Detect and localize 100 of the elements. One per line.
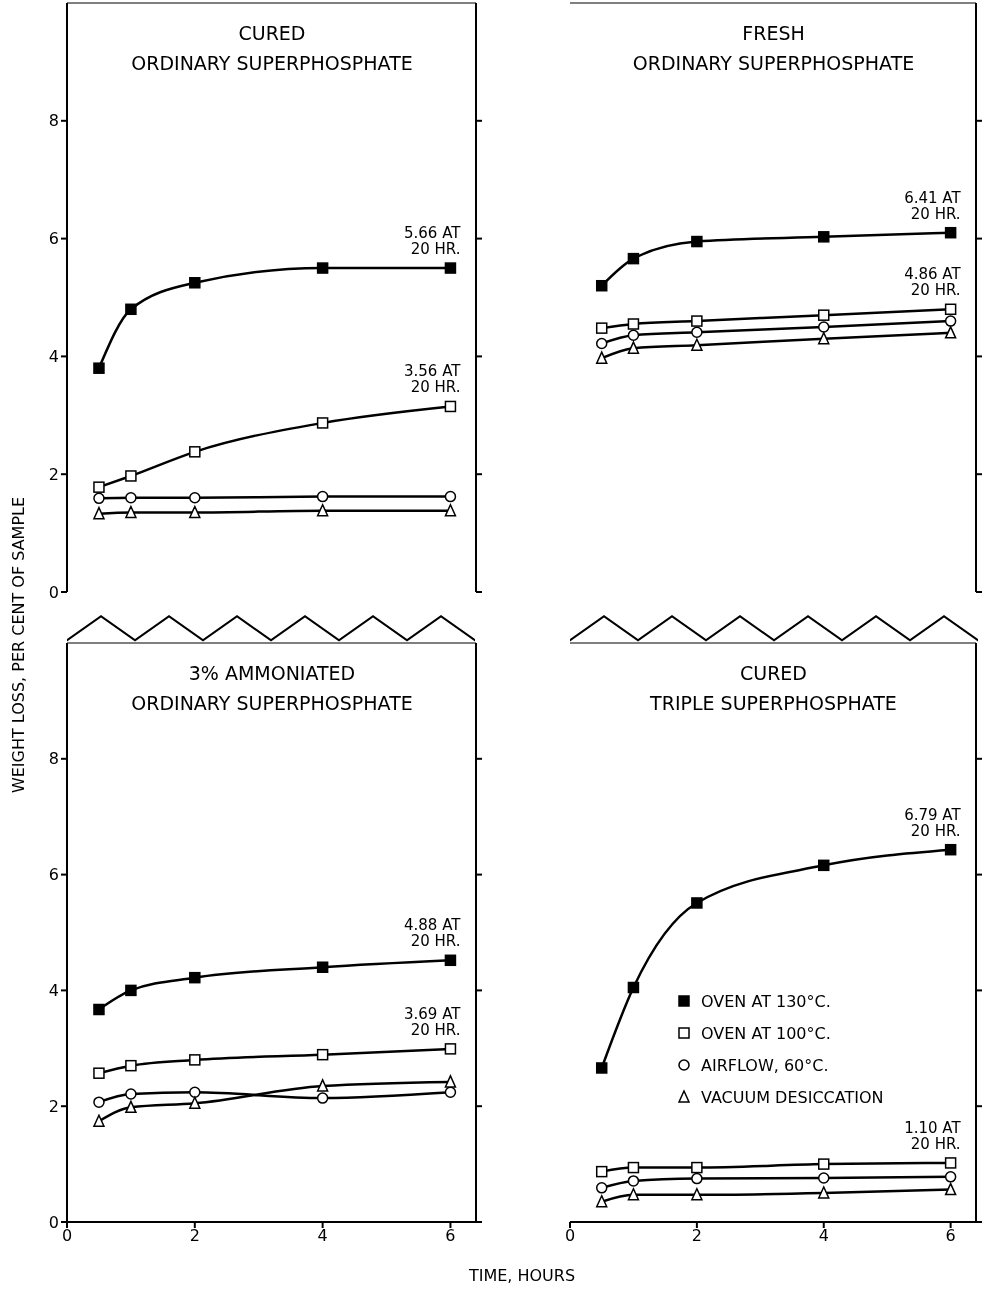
y-tick-label: 2 <box>48 464 59 484</box>
point <box>189 492 201 504</box>
text: FRESH ORDINARY SUPERPHOSPHATE <box>631 21 916 76</box>
point <box>627 329 640 341</box>
point <box>189 1086 201 1099</box>
point <box>125 505 137 519</box>
point <box>316 490 329 503</box>
point <box>189 446 201 458</box>
x-tick-label: 4 <box>317 1226 328 1246</box>
point <box>818 1158 830 1170</box>
point <box>125 303 137 316</box>
point <box>691 897 703 909</box>
x-tick-label: 0 <box>61 1226 73 1246</box>
point <box>595 337 608 350</box>
point <box>125 492 137 504</box>
point <box>189 505 201 519</box>
point <box>627 1161 640 1174</box>
x-axis-title: TIME, HOURS <box>468 1266 576 1285</box>
annotation: 6.79 AT 20 HR. <box>904 805 962 840</box>
point <box>944 1157 957 1169</box>
point <box>944 315 957 327</box>
legend-label: VACUUM DESICCATION <box>701 1087 884 1107</box>
point <box>691 315 703 327</box>
point <box>627 252 640 265</box>
point <box>125 1100 137 1114</box>
point <box>944 1182 957 1196</box>
point <box>444 262 457 274</box>
point <box>595 351 608 364</box>
point <box>818 309 830 321</box>
point <box>595 1194 608 1208</box>
x-tick-label: 6 <box>945 1226 956 1246</box>
point <box>125 1088 137 1100</box>
point <box>691 235 703 248</box>
point <box>691 1172 703 1185</box>
point <box>944 226 957 239</box>
point <box>595 1062 608 1074</box>
point <box>627 1188 640 1201</box>
point <box>944 1171 957 1183</box>
annotation: 1.10 AT 20 HR. <box>904 1118 962 1153</box>
x-tick-label: 6 <box>445 1226 456 1246</box>
point <box>444 400 457 413</box>
point <box>93 1003 105 1016</box>
annotation: 3.56 AT 20 HR. <box>404 362 462 397</box>
point <box>93 1114 105 1127</box>
point <box>944 326 957 339</box>
point <box>627 341 640 354</box>
point <box>125 1059 137 1072</box>
point <box>93 362 105 374</box>
y-tick-label: 4 <box>48 981 59 1001</box>
point <box>944 843 957 856</box>
point <box>125 984 137 997</box>
point <box>93 1067 105 1079</box>
point <box>691 1161 703 1174</box>
x-tick-label: 2 <box>691 1226 702 1246</box>
annotation: 5.66 AT 20 HR. <box>404 224 462 259</box>
y-tick-label: 0 <box>48 1212 59 1232</box>
point <box>316 1079 329 1092</box>
legend-label: AIRFLOW, 60°C. <box>701 1055 829 1075</box>
point <box>818 1186 830 1199</box>
legend-label: OVEN AT 100°C. <box>701 1023 831 1043</box>
point <box>189 1054 201 1066</box>
y-tick-label: 6 <box>48 229 59 249</box>
point <box>818 331 830 345</box>
point <box>627 981 640 994</box>
point <box>818 859 830 872</box>
annotation: 4.86 AT 20 HR. <box>904 265 962 300</box>
point <box>316 503 329 517</box>
annotation: 4.88 AT 20 HR. <box>404 916 462 951</box>
point <box>444 1086 457 1099</box>
point <box>189 277 201 289</box>
x-tick-label: 2 <box>189 1226 200 1246</box>
point <box>444 1043 457 1055</box>
point <box>93 1096 105 1108</box>
point <box>189 971 201 984</box>
point <box>627 318 640 330</box>
point <box>595 322 608 334</box>
point <box>818 1172 830 1184</box>
point <box>595 279 608 292</box>
y-tick-label: 8 <box>48 111 59 131</box>
point <box>818 231 830 243</box>
text: CURED TRIPLE SUPERPHOSPHATE <box>649 661 898 716</box>
text: 3% AMMONIATED ORDINARY SUPERPHOSPHATE <box>130 661 414 716</box>
point <box>444 503 457 517</box>
point <box>93 506 105 520</box>
point <box>316 417 329 429</box>
point <box>93 481 105 493</box>
y-tick-label: 2 <box>48 1096 59 1116</box>
point <box>595 1182 608 1194</box>
x-tick-label: 4 <box>818 1226 829 1246</box>
point <box>627 1175 640 1187</box>
point <box>189 1096 201 1110</box>
annotation: 6.41 AT 20 HR. <box>904 188 962 223</box>
point <box>691 326 703 338</box>
point <box>595 1165 608 1178</box>
point <box>316 262 329 274</box>
y-tick-label: 8 <box>48 749 59 769</box>
y-axis-title: WEIGHT LOSS, PER CENT OF SAMPLE <box>8 496 28 794</box>
point <box>691 338 703 351</box>
text: CURED ORDINARY SUPERPHOSPHATE <box>130 21 414 76</box>
point <box>316 961 329 973</box>
